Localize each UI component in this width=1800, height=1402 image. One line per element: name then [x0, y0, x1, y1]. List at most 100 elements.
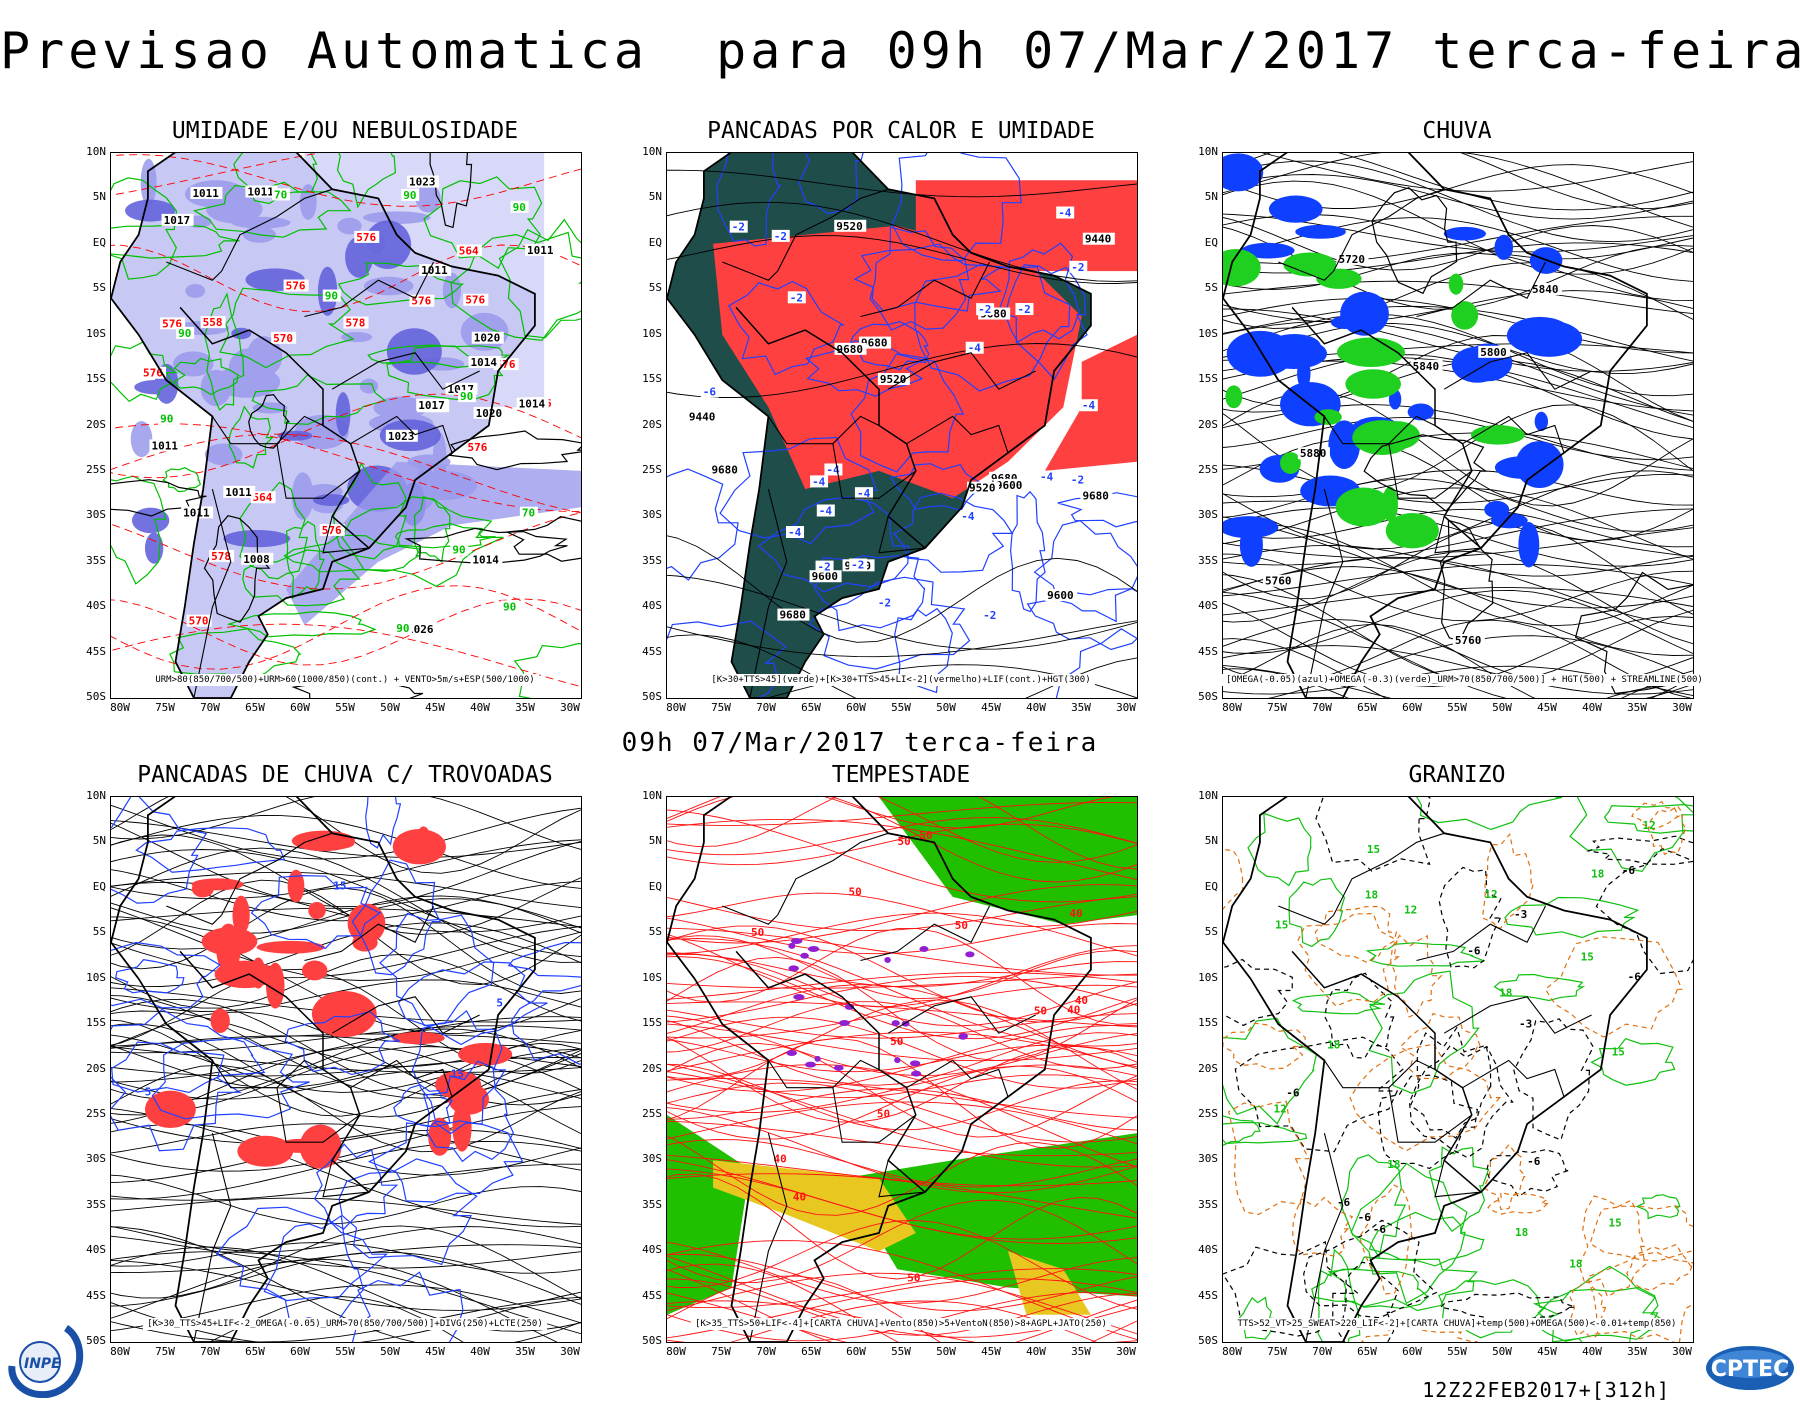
lon-tick-label: 70W: [751, 1345, 781, 1358]
lat-tick-label: 45S: [1184, 645, 1218, 658]
contour-label: -6: [1622, 864, 1636, 877]
contour-label: 578: [345, 317, 365, 330]
lat-tick-label: 5S: [628, 925, 662, 938]
contour-label: 18: [1499, 987, 1512, 1000]
lat-tick-label: 15S: [1184, 1016, 1218, 1029]
contour-label: 90: [452, 544, 465, 557]
lon-tick-label: 50W: [375, 1345, 405, 1358]
lat-tick-label: 20S: [628, 1062, 662, 1075]
contour-label: 570: [189, 615, 209, 628]
contour-label: 18: [1387, 1158, 1400, 1171]
map-storm: 40 50 50 40 50 40 50 50 50 50 50 40 40 50: [666, 796, 1138, 1343]
lat-tick-label: EQ: [72, 236, 106, 249]
contour-label: 90: [503, 600, 516, 613]
lon-tick-label: 30W: [1667, 1345, 1697, 1358]
lat-tick-label: 30S: [1184, 508, 1218, 521]
contour-label: -2: [1071, 474, 1084, 487]
contour-label: 90: [460, 390, 473, 403]
map-thunder: 15 15 5 5: [110, 796, 582, 1343]
lon-tick-label: 45W: [1532, 701, 1562, 714]
lat-tick-label: 25S: [1184, 1107, 1218, 1120]
lat-tick-label: EQ: [628, 236, 662, 249]
map-hail: 18 18 15 18 18 15 18 12 18 15 12 15 18 12 15 12 -6 -6 -6 -6…: [1222, 796, 1694, 1343]
contour-label: -2: [1071, 261, 1084, 274]
contour-label: -6: [1628, 970, 1642, 983]
contour-label: -4: [961, 510, 975, 523]
map-rain: 5840 5800 5760 5720 5840 5880 5760: [1222, 152, 1694, 699]
contour-label: -4: [819, 505, 833, 518]
lat-tick-label: 10N: [1184, 145, 1218, 158]
contour-label: 15: [1612, 1046, 1625, 1059]
contour-label: 70: [522, 507, 535, 520]
contour-label: 90: [513, 201, 526, 214]
svg-text:INPE: INPE: [24, 1356, 61, 1372]
lat-tick-label: 50S: [1184, 690, 1218, 703]
lat-tick-label: 10S: [1184, 327, 1218, 340]
contour-label: 40: [1069, 907, 1082, 920]
lon-tick-label: 60W: [841, 1345, 871, 1358]
lon-tick-label: 60W: [1397, 701, 1427, 714]
lon-tick-label: 80W: [105, 701, 135, 714]
contour-label: 1014: [519, 398, 546, 411]
contour-label: 576: [286, 280, 306, 293]
lon-tick-label: 40W: [465, 1345, 495, 1358]
lat-tick-label: 15S: [72, 1016, 106, 1029]
lon-tick-label: 80W: [661, 1345, 691, 1358]
contour-label: 70: [274, 188, 287, 201]
contour-label: 40: [793, 1191, 806, 1204]
lon-tick-label: 45W: [1532, 1345, 1562, 1358]
contour-label: 12: [1404, 903, 1417, 916]
lon-tick-label: 30W: [1111, 1345, 1141, 1358]
lon-tick-label: 65W: [796, 1345, 826, 1358]
lon-tick-label: 70W: [195, 701, 225, 714]
contour-label: -2: [732, 221, 745, 234]
lon-tick-label: 45W: [976, 1345, 1006, 1358]
lat-tick-label: 20S: [1184, 418, 1218, 431]
contour-label: -2: [1017, 303, 1030, 316]
contour-label: 1011: [225, 486, 252, 499]
lat-tick-label: 35S: [628, 554, 662, 567]
panel-title-humidity: UMIDADE E/OU NEBULOSIDADE: [90, 118, 600, 144]
svg-text:CPTEC: CPTEC: [1711, 1357, 1789, 1382]
lon-tick-label: 70W: [1307, 701, 1337, 714]
lon-tick-label: 50W: [1487, 701, 1517, 714]
contour-label: -4: [1058, 207, 1072, 220]
lon-tick-label: 65W: [1352, 1345, 1382, 1358]
lon-tick-label: 50W: [931, 1345, 961, 1358]
contour-label: 1014: [471, 356, 498, 369]
lat-tick-label: 40S: [1184, 599, 1218, 612]
contour-label: 576: [411, 295, 431, 308]
contour-label: 1011: [247, 186, 274, 199]
lon-tick-label: 70W: [1307, 1345, 1337, 1358]
lon-tick-label: 80W: [661, 701, 691, 714]
contour-label: 9680: [779, 609, 806, 622]
map-convection: 9680968096809680968096809680960095209520…: [666, 152, 1138, 699]
lon-tick-label: 35W: [1066, 701, 1096, 714]
lat-tick-label: 30S: [628, 508, 662, 521]
lat-tick-label: 45S: [72, 1289, 106, 1302]
contour-label: -2: [774, 230, 787, 243]
lon-tick-label: 55W: [330, 701, 360, 714]
lon-tick-label: 80W: [1217, 1345, 1247, 1358]
lat-tick-label: 45S: [628, 645, 662, 658]
contour-label: 1023: [409, 176, 436, 189]
lat-tick-label: 5N: [628, 834, 662, 847]
lon-tick-label: 80W: [1217, 701, 1247, 714]
contour-label: 50: [849, 886, 862, 899]
lon-tick-label: 55W: [1442, 701, 1472, 714]
lat-tick-label: 30S: [628, 1152, 662, 1165]
contour-label: 15: [1609, 1217, 1622, 1230]
lat-tick-label: 5S: [1184, 281, 1218, 294]
lat-tick-label: 5S: [1184, 925, 1218, 938]
lat-tick-label: 25S: [628, 1107, 662, 1120]
lon-tick-label: 35W: [510, 701, 540, 714]
lon-tick-label: 35W: [1622, 1345, 1652, 1358]
contour-label: -2: [978, 303, 991, 316]
lat-tick-label: 5S: [628, 281, 662, 294]
lat-tick-label: 30S: [72, 508, 106, 521]
run-timestamp: 12Z22FEB2017+[312h]: [1422, 1378, 1670, 1402]
lat-tick-label: 10S: [72, 327, 106, 340]
contour-label: 12: [1643, 819, 1656, 832]
page-title: Previsao Automatica para 09h 07/Mar/2017…: [0, 22, 1800, 80]
panel-legend-humidity: URM>80(850/700/500)+URM>60(1000/850)(con…: [110, 675, 580, 685]
